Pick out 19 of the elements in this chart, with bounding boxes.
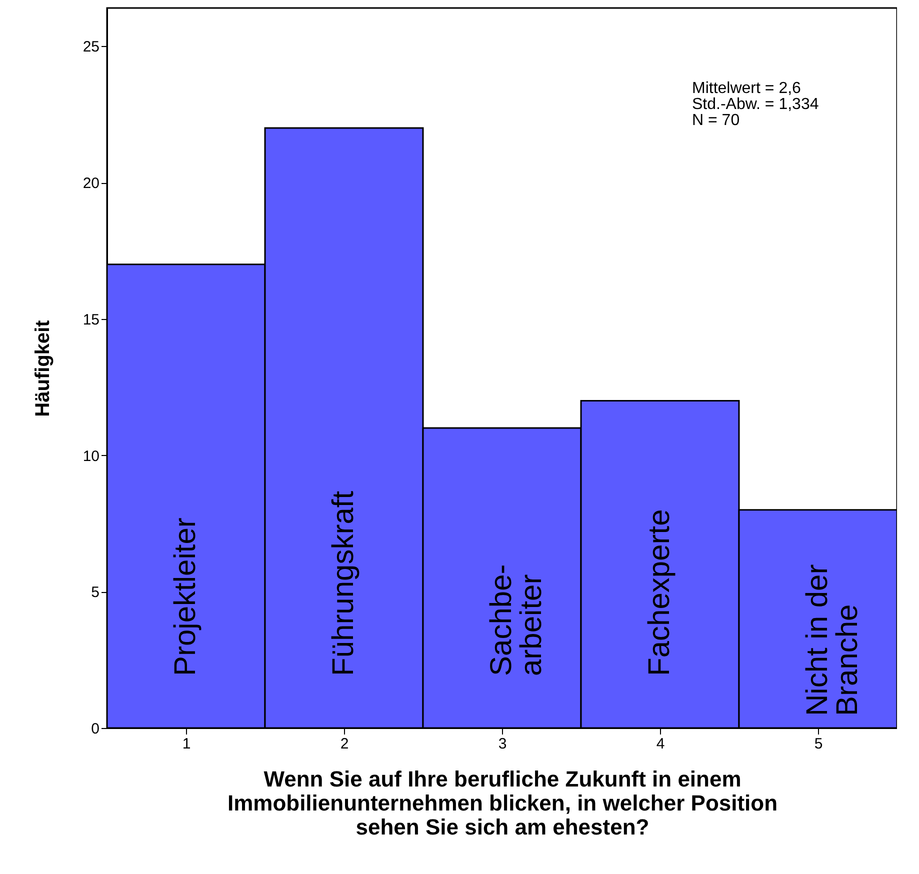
annotation: Fachexperte bbox=[643, 509, 676, 676]
y-tick-label: 10 bbox=[82, 448, 100, 465]
x-tick-label: 4 bbox=[656, 736, 665, 752]
x-tick-label: 2 bbox=[340, 736, 349, 752]
annotation: Sachbe- arbeiter bbox=[485, 564, 548, 676]
annotation: Nicht in der Branche bbox=[801, 564, 864, 716]
x-tick-label: 5 bbox=[814, 736, 823, 752]
annotation: Führungskraft bbox=[327, 490, 360, 676]
y-tick-label: 5 bbox=[91, 584, 100, 602]
annotation: Mittelwert = 2,6 Std.-Abw. = 1,334 N = 70 bbox=[692, 80, 819, 129]
annotation: Projektleiter bbox=[169, 518, 202, 676]
y-tick-label: 0 bbox=[91, 720, 100, 738]
y-axis-title: Häufigkeit bbox=[32, 320, 54, 417]
y-tick-label: 15 bbox=[82, 311, 100, 328]
x-tick-label: 1 bbox=[182, 736, 191, 752]
x-tick-label: 3 bbox=[498, 736, 507, 752]
y-tick-label: 20 bbox=[82, 175, 100, 192]
x-axis-title: Wenn Sie auf Ihre berufliche Zukunft in einem Immobilienunternehmen blicken, in welcher Position sehen Sie sich am ehesten? bbox=[227, 766, 778, 840]
y-tick-label: 25 bbox=[82, 38, 100, 56]
